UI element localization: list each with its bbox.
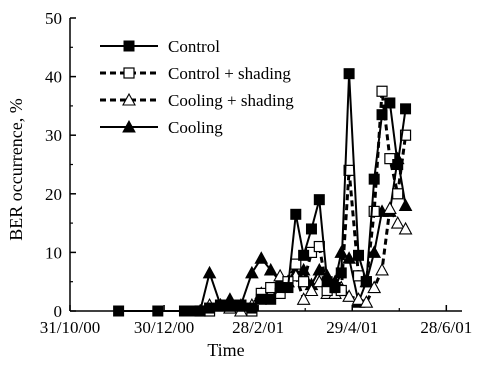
y-tick-label: 20 [45,185,62,204]
x-tick-label: 30/12/00 [134,318,194,337]
open-square-marker [368,205,380,217]
filled-square-marker [298,249,310,261]
legend-label: Cooling [168,118,223,137]
open-triangle-marker [122,92,136,106]
filled-square-marker [360,276,372,288]
legend: Control Control + shading Cooling + shadin… [100,37,294,137]
open-triangle-marker [382,201,397,214]
open-square-marker [352,270,365,282]
open-triangle-marker [304,283,319,297]
filled-square-marker [290,208,302,220]
legend-item: Control [100,37,220,56]
open-square-marker [376,85,388,97]
y-tick-label: 0 [54,302,63,321]
filled-triangle-marker [245,265,259,279]
open-triangle-marker [398,221,413,235]
filled-square-marker [335,267,347,279]
legend-label: Control + shading [168,64,291,83]
filled-square-marker [235,299,247,311]
filled-square-marker [246,302,258,314]
series-layer [113,68,413,317]
filled-square-marker [305,223,317,235]
y-tick-label: 50 [45,9,62,28]
filled-square-marker [313,194,325,206]
filled-square-marker [215,299,227,311]
filled-triangle-marker [122,119,136,133]
x-axis-title: Time [207,340,244,360]
filled-square-marker [255,293,267,305]
filled-triangle-marker [263,262,278,276]
filled-square-marker [384,97,396,109]
y-tick-label: 10 [45,243,62,262]
filled-square-marker [329,282,341,294]
filled-square-marker [376,109,388,121]
x-tick-label: 28/6/01 [420,318,472,337]
filled-triangle-marker [202,265,217,279]
y-axis-title: BER occurrence, % [6,98,26,240]
x-tick-label: 29/4/01 [326,318,378,337]
filled-square-marker [343,68,355,80]
filled-triangle-marker [342,251,356,264]
legend-item: Control + shading [100,64,291,83]
open-square-marker [123,67,135,79]
open-triangle-marker [375,262,389,276]
open-triangle-marker [359,295,374,308]
open-triangle-marker [296,292,311,305]
filled-square-marker [321,276,333,288]
open-triangle-marker [390,215,405,229]
filled-square-marker [400,103,412,115]
filled-square-marker [353,249,365,261]
legend-label: Cooling + shading [168,91,294,110]
legend-label: Control [168,37,220,56]
open-triangle-marker [351,292,366,305]
x-tick-label: 28/2/01 [232,318,284,337]
open-square-marker [384,153,396,165]
filled-square-marker [282,282,294,294]
filled-square-marker [392,159,404,170]
filled-triangle-marker [398,198,413,212]
filled-square-marker [265,293,277,305]
open-square-marker [298,276,310,288]
legend-item: Cooling [100,118,223,137]
open-square-marker [399,129,412,141]
filled-triangle-marker [254,251,269,264]
filled-square-marker [368,173,380,185]
open-square-marker [265,281,277,294]
filled-square-marker [123,40,135,52]
filled-square-marker [204,302,216,314]
open-square-marker [392,188,404,200]
filled-square-marker [224,299,236,311]
ticks-layer: 0 10 20 30 40 50 31/10/00 30/12/00 28/2/01 29/4/0… [40,9,473,337]
x-tick-label: 31/10/00 [40,318,100,337]
y-tick-label: 40 [45,68,62,87]
y-tick-label: 30 [45,126,62,145]
legend-item: Cooling + shading [100,91,294,110]
